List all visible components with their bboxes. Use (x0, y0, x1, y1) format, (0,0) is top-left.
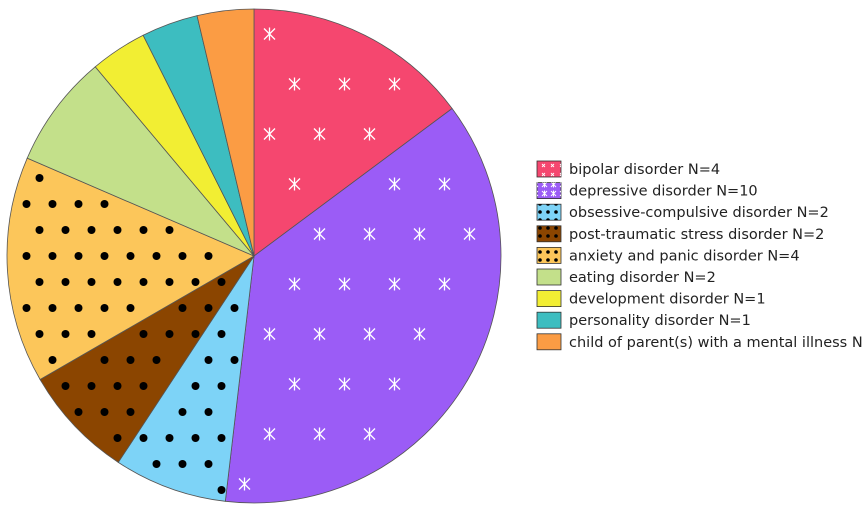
legend-swatch (536, 290, 562, 308)
pie-slice-eating-disorder (26, 66, 255, 257)
pie-slice-post-traumatic-stress-disorder (39, 255, 255, 463)
legend-label: obsessive-compulsive disorder N=2 (569, 205, 829, 221)
legend-item-personality-disorder: personality disorder N=1 (536, 311, 751, 329)
legend-label: anxiety and panic disorder N=4 (569, 248, 800, 264)
legend-item-anxiety-and-panic-disorder: anxiety and panic disorder N=4 (536, 246, 800, 264)
legend-item-child-of-parent-s-with-a-mental-illness: child of parent(s) with a mental illness… (536, 333, 863, 351)
legend-item-post-traumatic-stress-disorder: post-traumatic stress disorder N=2 (536, 225, 824, 243)
legend-swatch (536, 268, 562, 286)
legend-swatch (536, 311, 562, 329)
pie-slice-bipolar-disorder (253, 8, 453, 257)
legend-label: bipolar disorder N=4 (569, 162, 720, 178)
pie-slice-obsessive-compulsive-disorder (117, 255, 255, 502)
legend-item-obsessive-compulsive-disorder: obsessive-compulsive disorder N=2 (536, 203, 829, 221)
legend-label: personality disorder N=1 (569, 313, 751, 329)
legend-item-depressive-disorder: depressive disorder N=10 (536, 182, 758, 200)
legend-item-eating-disorder: eating disorder N=2 (536, 268, 716, 286)
legend-label: development disorder N=1 (569, 292, 766, 308)
legend: bipolar disorder N=4 depressive disorder … (536, 160, 863, 351)
pie-slice-anxiety-and-panic-disorder (6, 157, 255, 381)
legend-label: post-traumatic stress disorder N=2 (569, 227, 824, 243)
pie-slices (6, 8, 502, 504)
legend-item-bipolar-disorder: bipolar disorder N=4 (536, 160, 720, 178)
legend-swatch (536, 333, 562, 351)
legend-label: depressive disorder N=10 (569, 184, 758, 200)
legend-item-development-disorder: development disorder N=1 (536, 290, 766, 308)
pie-slice-depressive-disorder (224, 107, 502, 504)
legend-label: child of parent(s) with a mental illness… (569, 335, 863, 351)
pie-slice-child-of-parent-s-with-a-mental-illness (196, 8, 255, 257)
legend-label: eating disorder N=2 (569, 270, 716, 286)
